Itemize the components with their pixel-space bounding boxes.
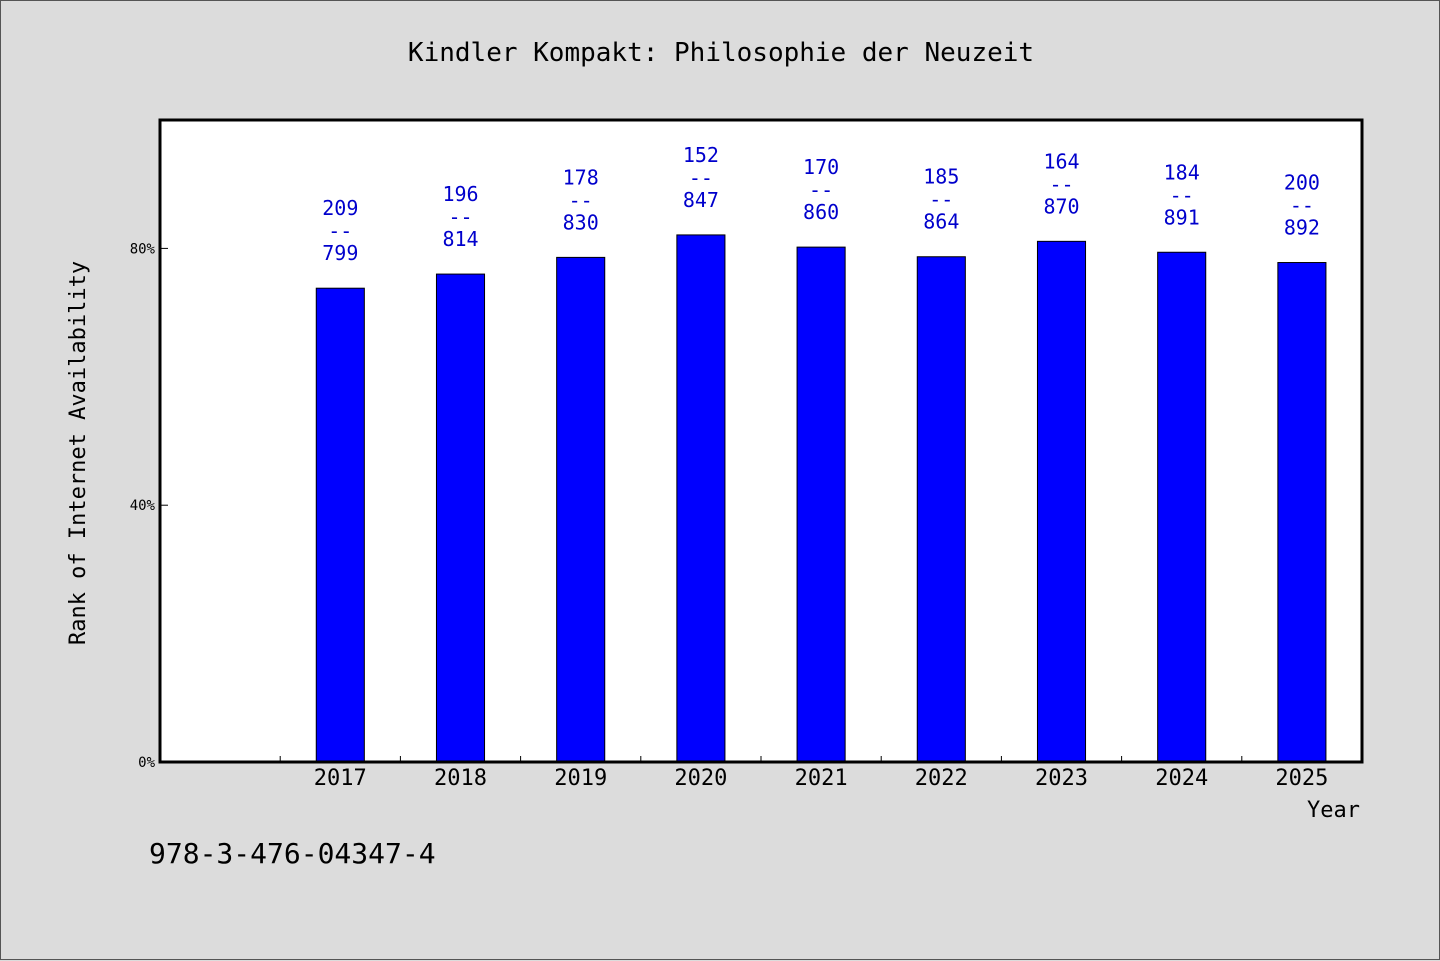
- bar-2020: [676, 234, 726, 763]
- chart-title: Kindler Kompakt: Philosophie der Neuzeit: [408, 38, 1034, 68]
- data-label: --: [328, 219, 352, 243]
- x-tick-label: 2019: [554, 766, 607, 791]
- data-label: --: [448, 205, 472, 229]
- data-label: 196: [442, 182, 478, 206]
- data-label: --: [689, 166, 713, 190]
- x-axis-label: Year: [1307, 798, 1360, 823]
- data-label: 178: [563, 165, 599, 189]
- y-tick-label: 0%: [138, 755, 155, 771]
- data-label: 864: [923, 210, 959, 234]
- x-tick-label: 2022: [915, 766, 968, 791]
- x-tick-label: 2024: [1155, 766, 1208, 791]
- data-label: 799: [322, 241, 358, 265]
- data-label: 185: [923, 165, 959, 189]
- data-label: 860: [803, 200, 839, 224]
- y-ticks-group: 0% 40% 80%: [130, 241, 168, 771]
- data-label: 152: [683, 143, 719, 167]
- data-label: 209: [322, 196, 358, 220]
- y-tick-label: 40%: [130, 498, 156, 514]
- bar-2017: [315, 287, 365, 763]
- x-tick-label: 2017: [314, 766, 367, 791]
- data-label: 200: [1284, 171, 1320, 195]
- data-label: 847: [683, 188, 719, 212]
- data-label: 892: [1284, 216, 1320, 240]
- x-tick-label: 2018: [434, 766, 487, 791]
- data-label: 870: [1043, 194, 1079, 218]
- x-tick-label: 2023: [1035, 766, 1088, 791]
- bar-2019: [556, 256, 606, 763]
- data-label: 814: [442, 227, 478, 251]
- bars-group: [315, 234, 1327, 763]
- x-tick-label: 2021: [795, 766, 848, 791]
- data-label: --: [809, 178, 833, 202]
- plot-border: [158, 118, 1364, 764]
- data-label: 170: [803, 155, 839, 179]
- x-tick-label: 2025: [1275, 766, 1328, 791]
- data-label: 164: [1043, 149, 1079, 173]
- bar-2023: [1036, 240, 1087, 763]
- data-label: --: [1290, 194, 1314, 218]
- data-label: 830: [563, 210, 599, 234]
- bar-2021: [796, 246, 846, 763]
- data-label: 891: [1164, 205, 1200, 229]
- bar-2018: [435, 273, 486, 763]
- x-tick-label: 2020: [674, 766, 727, 791]
- data-label: --: [1170, 183, 1194, 207]
- y-axis-label: Rank of Internet Availability: [66, 261, 91, 645]
- y-tick-label: 80%: [130, 241, 156, 257]
- bar-2024: [1157, 251, 1207, 763]
- data-labels-group: 799--209814--196830--178847--152860--170…: [322, 143, 1320, 265]
- data-label: --: [929, 188, 953, 212]
- data-label: 184: [1164, 160, 1200, 184]
- isbn-label: 978-3-476-04347-4: [149, 837, 436, 870]
- bar-2025: [1277, 262, 1327, 763]
- data-label: --: [1049, 172, 1073, 196]
- bar-2022: [916, 256, 966, 763]
- data-label: --: [569, 188, 593, 212]
- x-ticks-group: 2017 2018 2019 2020 2021 2022 2023 2024 2025: [279, 756, 1328, 791]
